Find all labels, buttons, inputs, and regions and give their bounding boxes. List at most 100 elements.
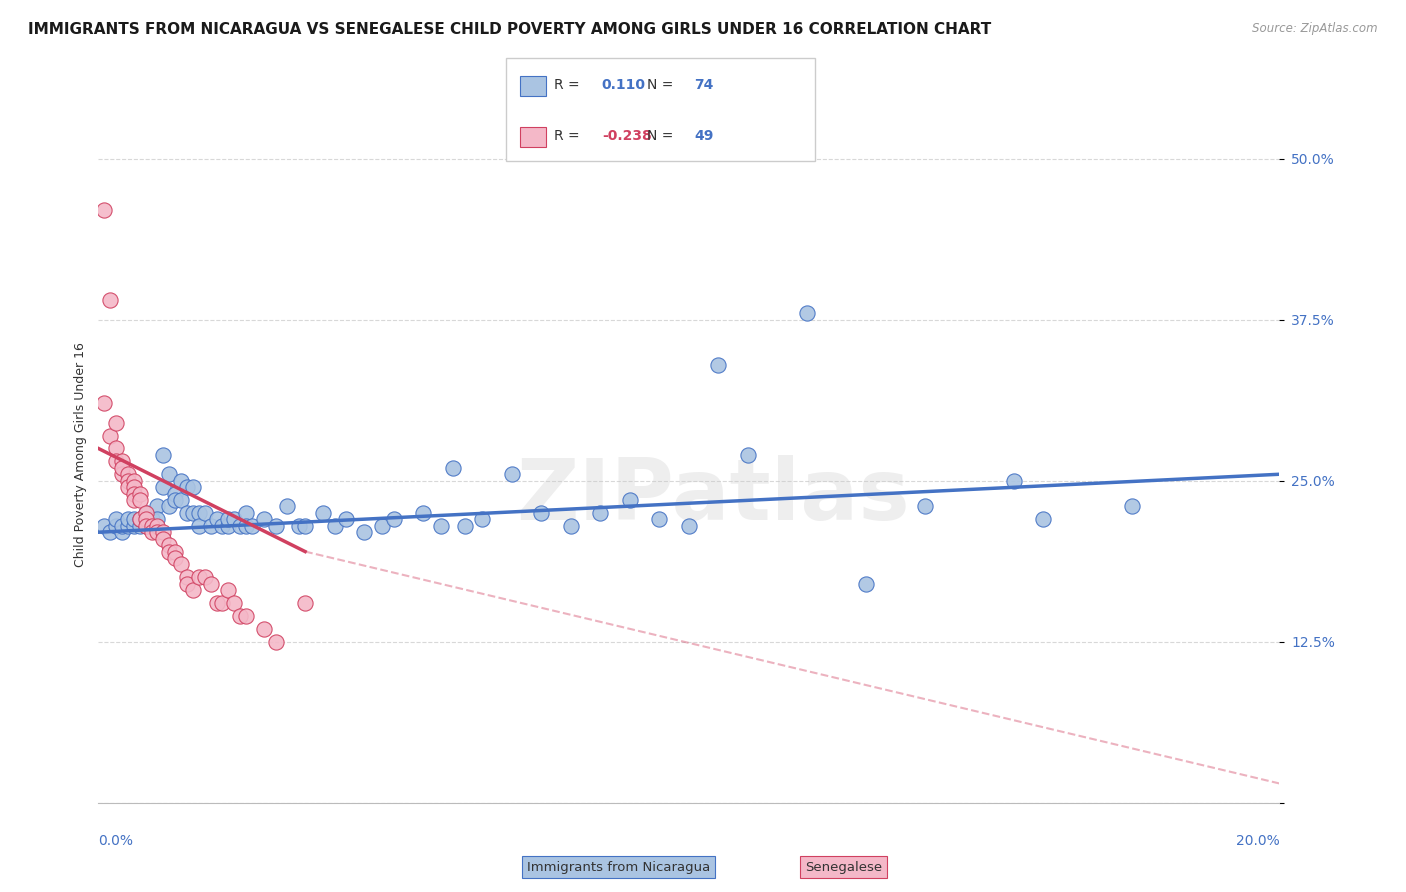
Text: Source: ZipAtlas.com: Source: ZipAtlas.com [1253, 22, 1378, 36]
Point [229, 518, 252, 533]
Point [165, 486, 187, 500]
Point [117, 474, 139, 488]
Point [264, 634, 287, 648]
Text: 20.0%: 20.0% [1236, 834, 1279, 848]
Point [93, 203, 115, 218]
Point [335, 512, 357, 526]
Text: 74: 74 [695, 78, 714, 92]
Point [737, 448, 759, 462]
Point [157, 538, 180, 552]
Point [205, 596, 228, 610]
Point [1121, 500, 1143, 514]
Point [170, 558, 193, 572]
Point [135, 518, 157, 533]
Point [187, 518, 209, 533]
Point [165, 493, 187, 508]
Point [796, 306, 818, 320]
Point [111, 467, 134, 482]
Point [93, 396, 115, 410]
Point [98, 525, 121, 540]
Point [117, 480, 139, 494]
Point [707, 358, 730, 372]
Text: N =: N = [647, 129, 678, 144]
Point [111, 518, 134, 533]
Point [294, 518, 316, 533]
Point [146, 512, 169, 526]
Point [240, 518, 263, 533]
Point [253, 622, 276, 636]
Point [105, 442, 128, 456]
Point [211, 518, 233, 533]
Text: 0.0%: 0.0% [98, 834, 134, 848]
Point [323, 518, 346, 533]
Point [217, 512, 239, 526]
Point [430, 518, 453, 533]
Point [235, 609, 257, 624]
Point [412, 506, 434, 520]
Text: R =: R = [554, 129, 583, 144]
Point [141, 518, 163, 533]
Text: Senegalese: Senegalese [806, 861, 882, 873]
Point [135, 506, 157, 520]
Point [128, 512, 150, 526]
Point [441, 460, 464, 475]
Point [157, 544, 180, 558]
Point [353, 525, 375, 540]
Point [288, 518, 311, 533]
Point [128, 512, 150, 526]
Point [253, 512, 276, 526]
Text: R =: R = [554, 78, 583, 92]
Point [501, 467, 523, 482]
Point [152, 532, 174, 546]
Point [141, 518, 163, 533]
Point [294, 596, 316, 610]
Point [111, 525, 134, 540]
Point [105, 518, 128, 533]
Point [217, 583, 239, 598]
Point [176, 506, 198, 520]
Text: -0.238: -0.238 [602, 129, 651, 144]
Point [211, 596, 233, 610]
Point [135, 512, 157, 526]
Point [217, 518, 239, 533]
Point [111, 454, 134, 468]
Point [187, 506, 209, 520]
Point [200, 576, 222, 591]
Text: 49: 49 [695, 129, 714, 144]
Point [122, 486, 145, 500]
Y-axis label: Child Poverty Among Girls Under 16: Child Poverty Among Girls Under 16 [75, 343, 87, 567]
Point [117, 512, 139, 526]
Point [1002, 474, 1025, 488]
Point [105, 512, 128, 526]
Point [264, 518, 287, 533]
Point [157, 467, 180, 482]
Point [471, 512, 494, 526]
Point [560, 518, 582, 533]
Point [530, 506, 553, 520]
Point [678, 518, 700, 533]
Point [146, 500, 169, 514]
Point [589, 506, 612, 520]
Point [181, 480, 204, 494]
Point [157, 500, 180, 514]
Point [105, 416, 128, 430]
Point [235, 506, 257, 520]
Point [122, 480, 145, 494]
Point [128, 486, 150, 500]
Point [146, 525, 169, 540]
Point [453, 518, 475, 533]
Point [105, 454, 128, 468]
Point [224, 596, 246, 610]
Point [117, 467, 139, 482]
Point [194, 570, 217, 584]
Text: 0.110: 0.110 [602, 78, 645, 92]
Point [176, 480, 198, 494]
Point [117, 518, 139, 533]
Point [312, 506, 335, 520]
Point [152, 448, 174, 462]
Point [122, 493, 145, 508]
Point [122, 512, 145, 526]
Point [122, 518, 145, 533]
Point [200, 518, 222, 533]
Point [135, 518, 157, 533]
